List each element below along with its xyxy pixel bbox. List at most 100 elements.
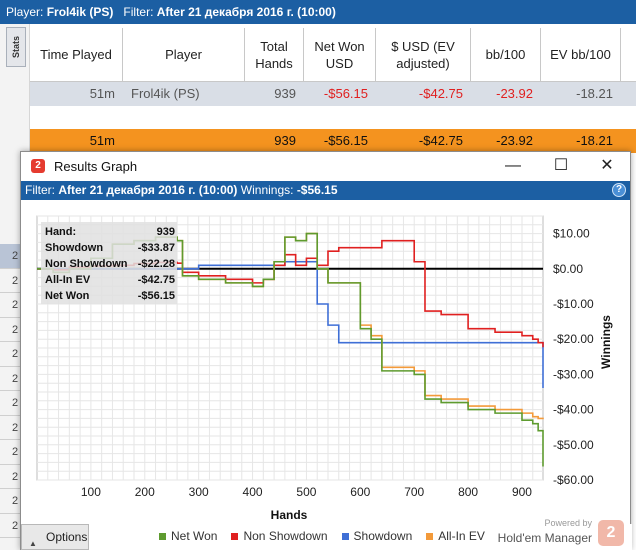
gutter-row[interactable]: 2	[0, 514, 22, 538]
gutter-row[interactable]: 2	[0, 293, 22, 318]
stats-filter-bar: Player: Frol4ik (PS) Filter: After 21 де…	[0, 0, 636, 24]
table-header-row: Time Played Player Total Hands Net Won U…	[30, 28, 636, 82]
stats-table: Time Played Player Total Hands Net Won U…	[30, 28, 636, 153]
x-tick-label: 300	[189, 485, 209, 499]
gutter-row[interactable]: 2	[0, 318, 22, 342]
cell-hands: 939	[274, 86, 296, 101]
options-button[interactable]: ▲ Options	[21, 524, 89, 550]
summary-label: Net Won	[45, 290, 90, 302]
filter-value[interactable]: After 21 декабря 2016 г. (10:00)	[156, 5, 336, 19]
window-title: Results Graph	[54, 159, 138, 174]
gutter-row[interactable]: 2	[0, 416, 22, 440]
col-ev-bb100[interactable]: EV bb/100	[541, 28, 621, 81]
legend-item[interactable]: All-In EV	[426, 529, 485, 543]
total-bb100: -23.92	[496, 133, 533, 148]
x-tick-label: 900	[512, 485, 532, 499]
x-tick-label: 100	[81, 485, 101, 499]
y-tick-label: $0.00	[553, 262, 583, 276]
powered-by: Powered by	[544, 518, 592, 528]
results-graph-window: 2 Results Graph — ☐ ✕ Filter: After 21 д…	[20, 151, 632, 550]
x-tick-label: 800	[458, 485, 478, 499]
total-ev-adjusted: -$42.75	[418, 133, 463, 148]
total-ev-bb100: -18.21	[576, 133, 613, 148]
y-tick-label: -$60.00	[553, 473, 594, 487]
options-arrow-icon: ▲	[29, 539, 37, 548]
graph-bottom-bar: ▲ Options Net Won Non Showdown Showdown All…	[21, 518, 632, 550]
col-bb100[interactable]: bb/100	[471, 28, 541, 81]
close-button[interactable]: ✕	[600, 157, 614, 174]
summary-value: -$33.87	[138, 242, 175, 254]
legend-label: Net Won	[171, 529, 218, 543]
gutter-row[interactable]: 2	[0, 269, 22, 293]
gutter-row[interactable]: 2	[0, 342, 22, 367]
total-hands: 939	[274, 133, 296, 148]
legend-label: All-In EV	[438, 529, 485, 543]
cell-ev-adjusted: -$42.75	[418, 86, 463, 101]
total-time: 51m	[89, 133, 115, 148]
table-total-row[interactable]: 51m 939 -$56.15 -$42.75 -23.92 -18.21	[30, 129, 636, 153]
gutter-row[interactable]: 2	[0, 367, 22, 391]
stats-tab[interactable]: Stats	[6, 27, 26, 67]
summary-value: -$22.28	[138, 258, 175, 270]
col-total-hands[interactable]: Total Hands	[245, 28, 304, 81]
col-player[interactable]: Player	[123, 28, 245, 81]
cell-time: 51m	[89, 86, 115, 101]
results-chart: 100 200 300 400 500 600 700 800 900 $10.00 $0.00 -$…	[36, 215, 613, 522]
x-tick-label: 600	[350, 485, 370, 499]
legend-item[interactable]: Net Won	[159, 529, 217, 543]
col-net-won[interactable]: Net Won USD	[304, 28, 376, 81]
legend-item[interactable]: Showdown	[341, 529, 412, 543]
graph-filter-bar: Filter: After 21 декабря 2016 г. (10:00)…	[21, 181, 630, 200]
x-axis-label: Hands	[271, 508, 308, 522]
brand-logo-icon: 2	[598, 520, 624, 546]
gutter-row[interactable]: 2	[0, 440, 22, 465]
summary-label: All-In EV	[45, 274, 91, 286]
y-axis-label: Winnings	[599, 315, 613, 369]
filter-key: Filter:	[123, 5, 154, 19]
summary-value: 939	[157, 226, 175, 238]
summary-label: Hand:	[45, 226, 76, 238]
options-label: Options	[46, 530, 88, 544]
legend-swatch	[426, 532, 434, 540]
summary-value: -$56.15	[138, 290, 175, 302]
summary-value: -$42.75	[138, 274, 175, 286]
x-tick-label: 700	[404, 485, 424, 499]
y-tick-label: -$10.00	[553, 297, 594, 311]
summary-label: Non Showdown	[45, 258, 128, 270]
brand-name: Hold'em Manager	[497, 531, 592, 545]
table-row[interactable]: 51m Frol4ik (PS) 939 -$56.15 -$42.75 -23…	[30, 82, 636, 106]
player-key: Player:	[6, 5, 44, 19]
col-time-played[interactable]: Time Played	[30, 28, 123, 81]
legend-swatch	[341, 532, 349, 540]
winnings-value: -$56.15	[296, 183, 338, 197]
legend-item[interactable]: Non Showdown	[231, 529, 328, 543]
gutter-row[interactable]: 2	[0, 244, 22, 269]
hm2-logo-icon: 2	[31, 159, 45, 173]
chart-legend: Net Won Non Showdown Showdown All-In EV	[159, 529, 485, 543]
help-icon[interactable]: ?	[612, 183, 626, 197]
cell-bb100: -23.92	[496, 86, 533, 101]
y-tick-label: $10.00	[553, 227, 590, 241]
graph-filter-key: Filter:	[25, 183, 55, 197]
gutter-row[interactable]: 2	[0, 489, 22, 514]
minimize-button[interactable]: —	[505, 157, 521, 174]
total-net-won: -$56.15	[323, 133, 368, 148]
legend-swatch	[159, 532, 166, 540]
col-ev-adjusted[interactable]: $ USD (EV adjusted)	[376, 28, 471, 81]
legend-swatch	[231, 532, 239, 540]
gutter-row[interactable]: 2	[0, 465, 22, 489]
graph-filter-value[interactable]: After 21 декабря 2016 г. (10:00)	[58, 183, 238, 197]
window-titlebar[interactable]: 2 Results Graph — ☐ ✕	[21, 152, 630, 181]
maximize-button[interactable]: ☐	[553, 157, 569, 174]
x-tick-label: 400	[243, 485, 263, 499]
player-value[interactable]: Frol4ik (PS)	[46, 5, 114, 19]
gutter-row[interactable]: 2	[0, 391, 22, 416]
x-tick-label: 500	[296, 485, 316, 499]
cell-player: Frol4ik (PS)	[131, 86, 200, 101]
y-tick-label: -$50.00	[553, 438, 594, 452]
legend-label: Non Showdown	[243, 529, 328, 543]
graph-area: 100 200 300 400 500 600 700 800 900 $10.00 $0.00 -$…	[21, 200, 632, 522]
y-tick-label: -$40.00	[553, 403, 594, 417]
y-tick-label: -$20.00	[553, 332, 594, 346]
